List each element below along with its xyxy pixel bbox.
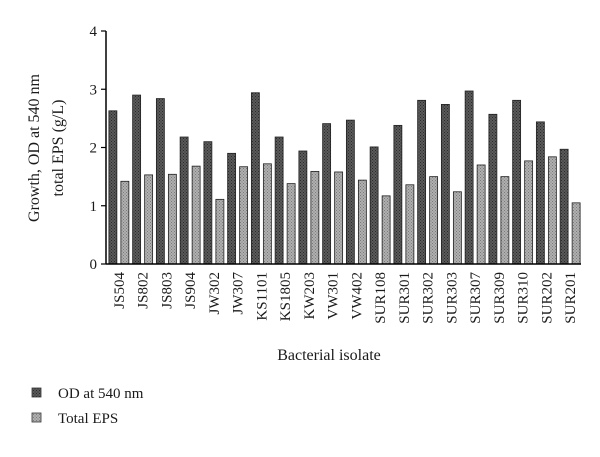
x-tick-label-sur302: SUR302 [421,272,437,324]
x-tick-label-sur201: SUR201 [563,272,579,324]
bar-od-sur303 [440,103,450,265]
bar-od-jw307 [227,152,237,265]
x-tick-label-sur307: SUR307 [468,272,484,324]
bar-od-ks1101 [250,92,260,265]
bar-eps-jw307 [239,166,249,265]
bar-od-sur301 [393,124,403,265]
bar-eps-sur202 [547,156,557,265]
x-tick-label-vw301: VW301 [326,272,342,320]
bar-eps-js803 [167,173,177,265]
y-tick-label: 4 [90,24,98,40]
x-tick-label-js904: JS904 [183,272,199,309]
x-tick-label-sur309: SUR309 [492,272,508,324]
bar-eps-vw301 [334,171,344,265]
bar-od-sur108 [369,146,379,265]
bar-od-vw402 [345,119,355,265]
bar-eps-sur310 [524,160,534,265]
x-tick-label-js504: JS504 [112,272,128,309]
bar-od-sur307 [464,90,474,265]
bar-od-sur310 [512,99,522,265]
bar-eps-sur108 [381,195,391,265]
bar-od-jw302 [203,141,213,265]
x-tick-label-jw307: JW307 [231,272,247,315]
x-tick-label-ks1101: KS1101 [254,272,270,321]
x-tick-label-kw203: KW203 [302,272,318,320]
bars-group [108,90,581,265]
bar-od-vw301 [322,123,332,265]
x-tick-label-jw302: JW302 [207,272,223,315]
y-tick-label: 2 [90,141,98,157]
legend-label-eps: Total EPS [58,411,118,427]
bar-eps-sur201 [571,202,581,265]
bar-od-sur302 [417,99,427,265]
legend-swatch-od [31,387,42,398]
bar-eps-sur309 [500,176,510,265]
legend-item-od: OD at 540 nm [31,386,144,402]
x-tick-label-sur108: SUR108 [373,272,389,324]
bar-eps-ks1101 [262,163,272,265]
bar-eps-jw302 [215,198,225,265]
bar-eps-sur307 [476,164,486,265]
legend-label-od: OD at 540 nm [58,386,144,402]
bar-od-js803 [155,98,165,265]
bar-od-sur202 [535,121,545,265]
y-axis-title-line-2: total EPS (g/L) [50,100,67,197]
bar-od-sur201 [559,148,569,265]
bar-eps-sur301 [405,184,415,265]
y-tick-label: 1 [90,199,98,215]
bar-eps-js904 [191,165,201,265]
x-axis-tick-labels: JS504 JS802 JS803 JS904 JW302 JW307 KS1101 KS18… [112,272,579,324]
x-tick-label-ks1805: KS1805 [278,272,294,321]
x-tick-label-sur310: SUR310 [516,272,532,324]
x-tick-label-js802: JS802 [136,272,152,309]
x-tick-label-vw402: VW402 [349,272,365,320]
axes [105,31,581,265]
bar-od-js904 [179,136,189,265]
bar-od-kw203 [298,150,308,265]
x-tick-label-sur303: SUR303 [444,272,460,324]
x-axis-title: Bacterial isolate [277,347,381,364]
y-axis-title-line-1: Growth, OD at 540 nm [26,73,43,222]
bar-od-js504 [108,110,118,265]
bar-eps-js504 [120,180,130,265]
x-tick-label-sur202: SUR202 [539,272,555,324]
legend-swatch-eps [31,412,42,423]
legend-item-eps: Total EPS [31,411,118,427]
x-tick-label-js803: JS803 [159,272,175,309]
bar-eps-ks1805 [286,183,296,265]
bar-od-sur309 [488,113,498,265]
y-tick-label: 3 [90,82,98,98]
x-tick-label-sur301: SUR301 [397,272,413,324]
y-axis-ticks: 0 1 2 3 4 [90,24,106,273]
y-axis-title: Growth, OD at 540 nm total EPS (g/L) [26,73,67,222]
legend: OD at 540 nm Total EPS [31,386,144,427]
bar-eps-sur302 [429,176,439,265]
bar-eps-sur303 [452,191,462,265]
bar-od-ks1805 [274,136,284,265]
bar-eps-js802 [144,174,154,265]
y-tick-label: 0 [90,257,98,273]
bar-eps-kw203 [310,170,320,265]
bar-eps-vw402 [357,179,367,265]
bar-od-js802 [132,94,142,265]
